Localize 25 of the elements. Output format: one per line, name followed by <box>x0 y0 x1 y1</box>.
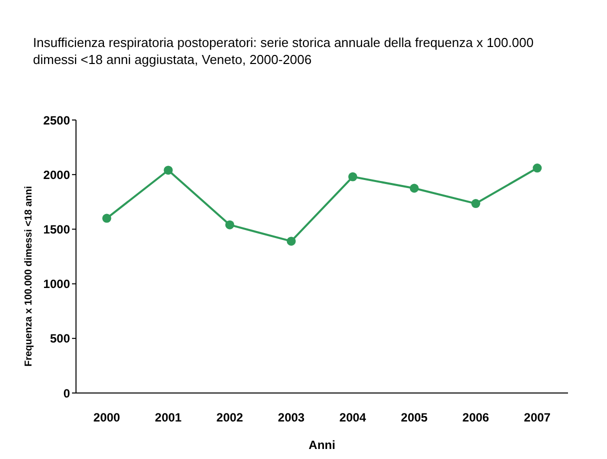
x-tick-label: 2005 <box>400 410 428 425</box>
point <box>471 199 480 208</box>
x-tick-label: 2007 <box>524 410 551 425</box>
point <box>225 220 234 230</box>
point <box>102 214 112 223</box>
x-tick-label: 2002 <box>216 410 244 425</box>
point <box>348 172 358 182</box>
y-axis-title: Frequenza x 100.000 dimessi <18 anni <box>24 186 35 366</box>
x-tick-label: 2001 <box>154 410 182 425</box>
chart-title: Insufficienza respiratoria postoperatori: serie storica annuale della frequenza x 100.000 dimessi <18 anni aggiustata, Veneto, 2000-2006 <box>33 34 535 68</box>
x-tick-label: 2006 <box>462 410 490 425</box>
point <box>286 236 296 246</box>
y-tick-label: 0 <box>63 386 70 400</box>
y-tick-label: 1000 <box>43 277 70 292</box>
x-tick-label: 2004 <box>339 410 366 425</box>
y-tick-label: 1500 <box>43 222 70 236</box>
y-tick-label: 2000 <box>43 168 70 182</box>
x-axis-title: Anni <box>308 438 336 452</box>
y-tick-label: 500 <box>50 332 70 346</box>
y-tick-label: 2500 <box>43 113 70 128</box>
point <box>410 184 419 193</box>
x-tick-label: 2000 <box>93 410 120 425</box>
x-tick-label: 2003 <box>278 410 305 425</box>
point <box>532 164 542 173</box>
point <box>164 166 173 175</box>
